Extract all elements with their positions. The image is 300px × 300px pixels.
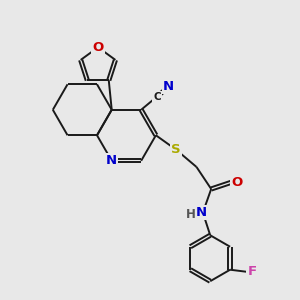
Text: N: N	[106, 154, 117, 167]
Text: O: O	[231, 176, 242, 188]
Text: F: F	[248, 266, 256, 278]
Text: H: H	[186, 208, 195, 221]
Text: C: C	[153, 92, 161, 102]
Text: S: S	[171, 143, 181, 156]
Text: N: N	[163, 80, 174, 93]
Text: O: O	[92, 41, 104, 54]
Text: N: N	[196, 206, 207, 219]
